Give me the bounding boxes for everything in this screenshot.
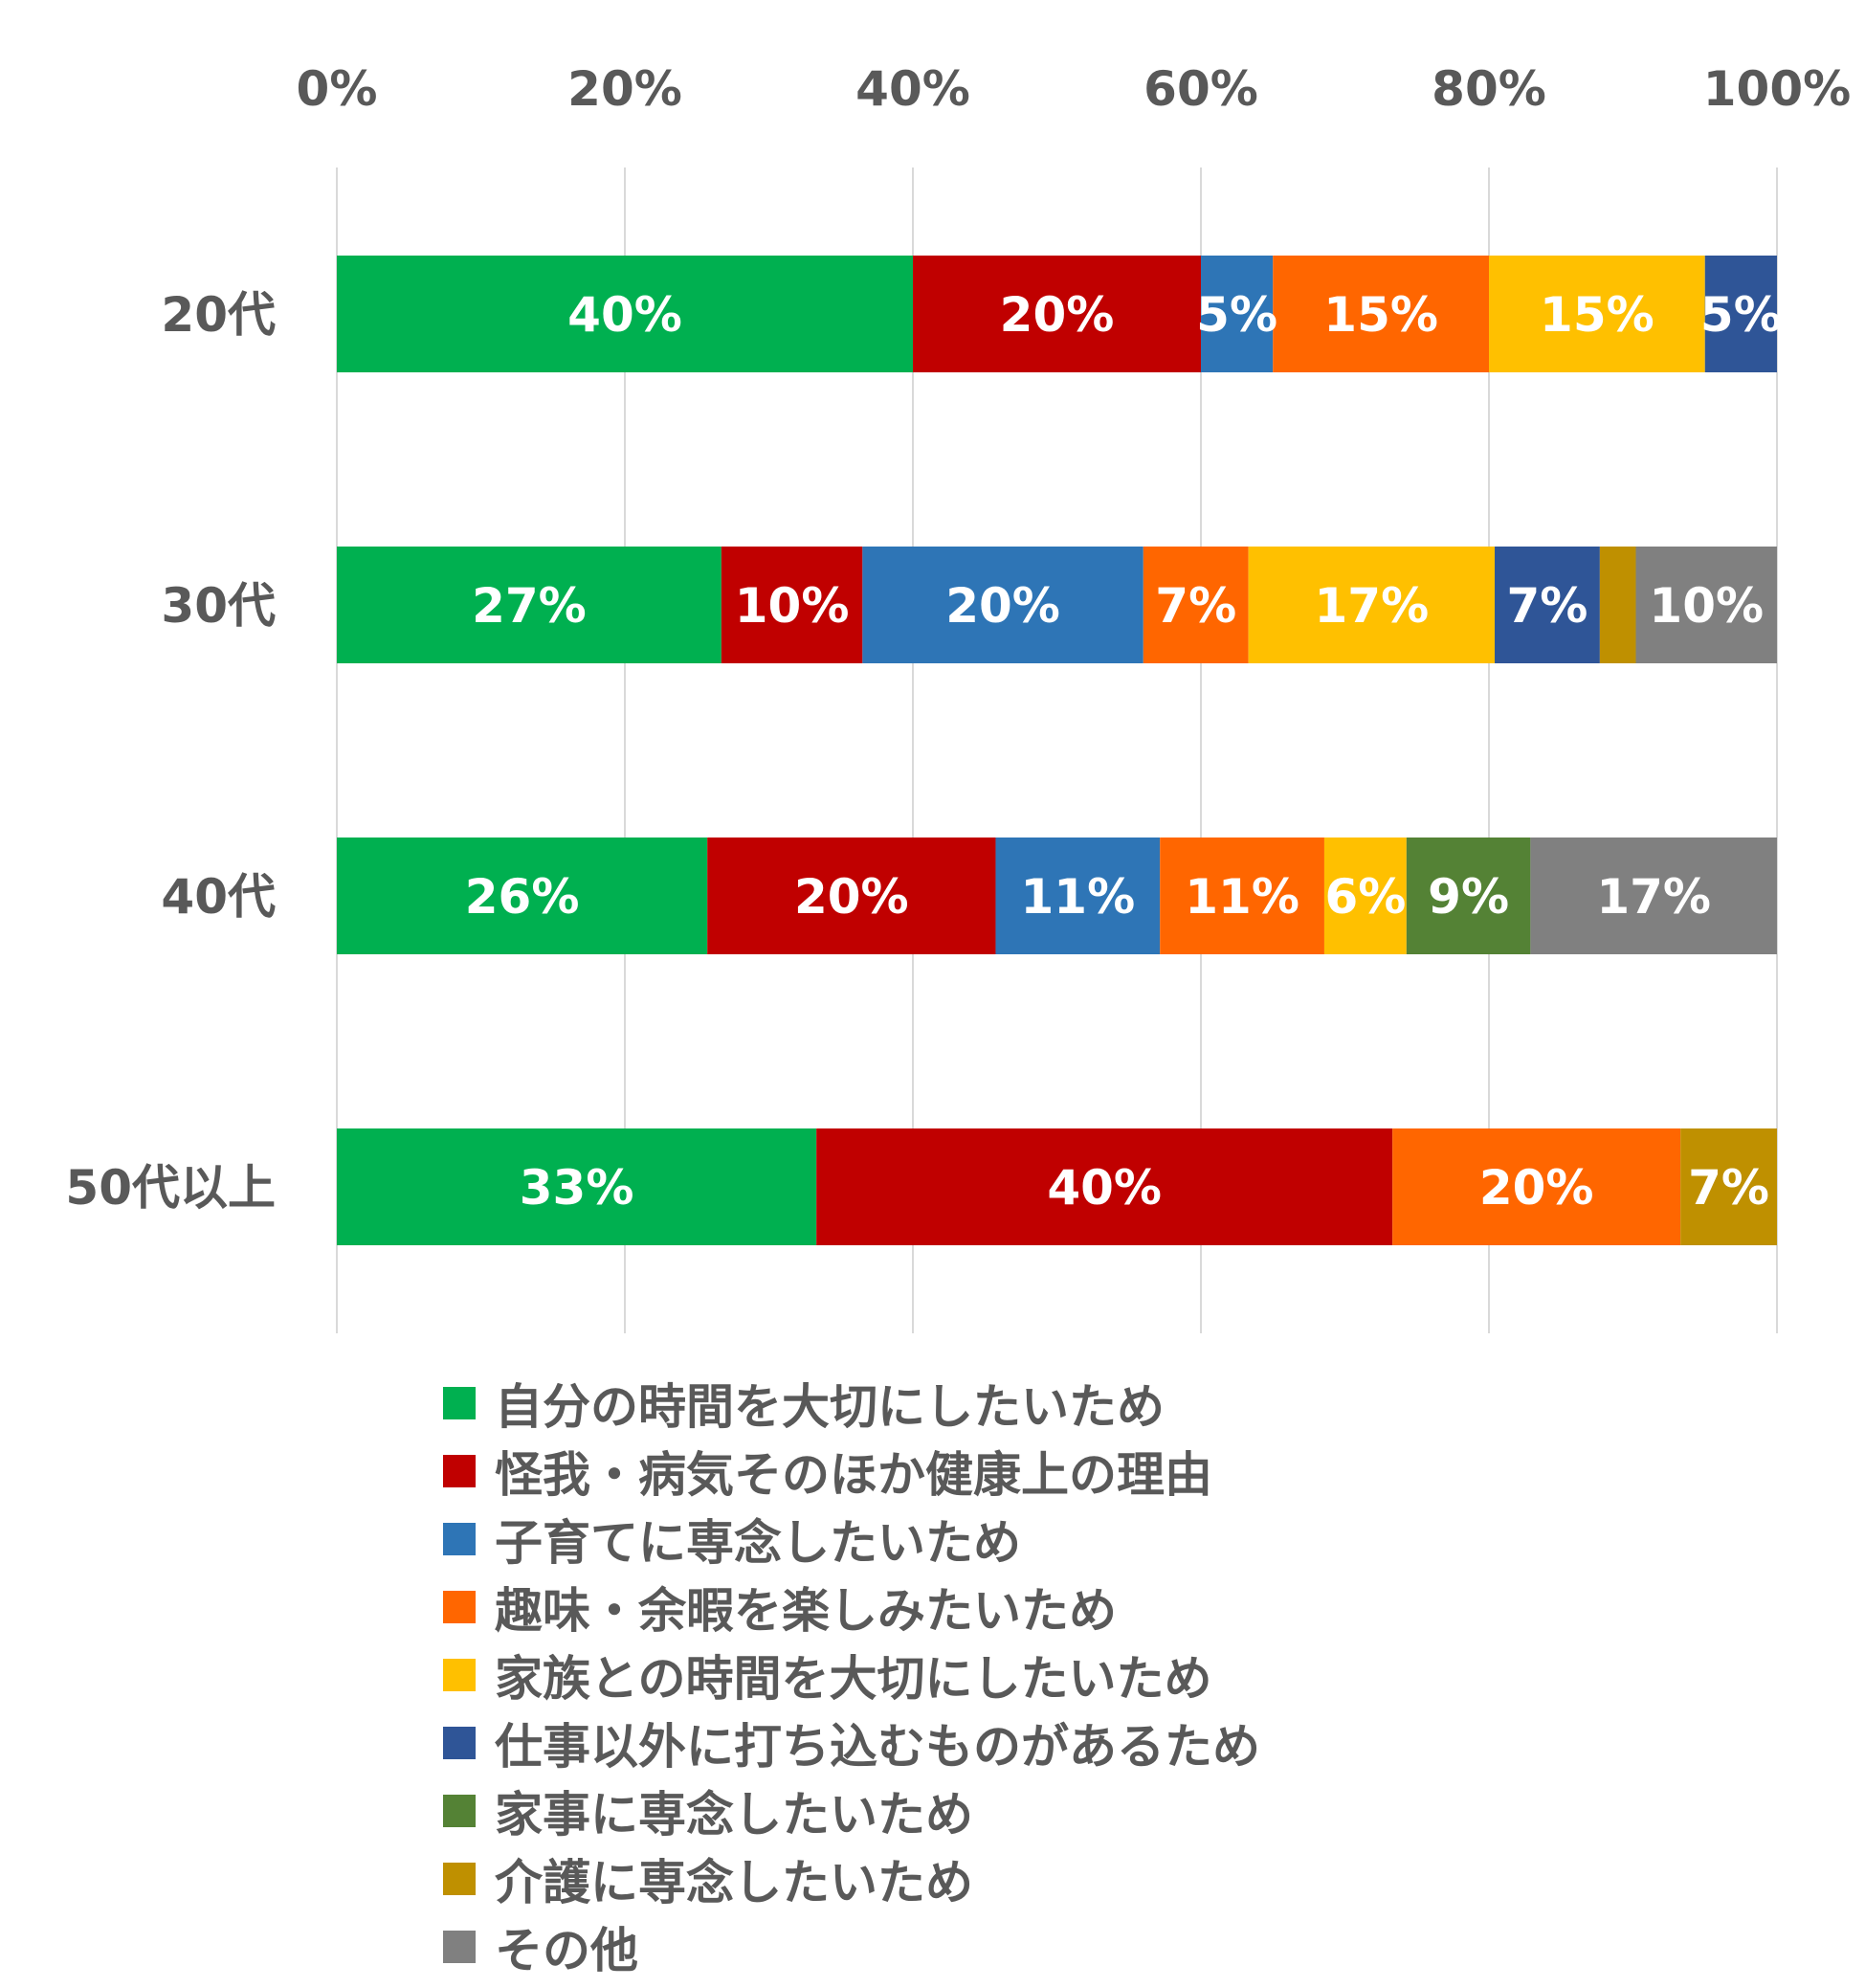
- legend-swatch: [443, 1590, 476, 1623]
- legend-swatch: [443, 1658, 476, 1691]
- data-label: 15%: [1323, 287, 1438, 343]
- bar-segment: [1143, 547, 1249, 663]
- legend-item: 介護に専念したいため: [443, 1844, 1260, 1912]
- data-label: 20%: [1479, 1160, 1594, 1216]
- legend-swatch: [443, 1522, 476, 1555]
- category-labels: 20代 30代 40代 50代以上: [65, 287, 276, 1216]
- legend-label: 怪我・病気そのほか健康上の理由: [495, 1446, 1212, 1503]
- bar-segment: [1489, 256, 1705, 372]
- legend-item: 子育てに専念したいため: [443, 1505, 1260, 1573]
- bar-segment: [1495, 547, 1600, 663]
- data-label: 26%: [465, 869, 580, 925]
- data-label: 6%: [1324, 869, 1406, 925]
- bar-segment: [1248, 547, 1496, 663]
- legend-swatch: [443, 1454, 476, 1487]
- legend-item: 自分の時間を大切にしたいため: [443, 1369, 1260, 1437]
- legend-label: 家族との時間を大切にしたいため: [495, 1650, 1212, 1707]
- legend-swatch: [443, 1794, 476, 1827]
- legend-item: 家族との時間を大切にしたいため: [443, 1641, 1260, 1709]
- x-tick-label: 20%: [567, 61, 682, 117]
- legend-label: 仕事以外に打ち込むものがあるため: [495, 1718, 1260, 1775]
- bar-segment: [1160, 838, 1324, 954]
- legend-label: 自分の時間を大切にしたいため: [495, 1378, 1165, 1435]
- data-label: 10%: [1649, 578, 1764, 634]
- bar-segment: [1323, 838, 1407, 954]
- legend-swatch: [443, 1726, 476, 1759]
- x-tick-label: 100%: [1703, 61, 1851, 117]
- legend-item: 怪我・病気そのほか健康上の理由: [443, 1437, 1260, 1505]
- bar-segment: [1406, 838, 1531, 954]
- category-label: 20代: [161, 287, 276, 343]
- stacked-bar-chart: 0% 20% 40% 60% 80% 100% 20代 30代 40代 50代以上 40% 20%…: [65, 61, 1852, 1333]
- bar-segment: [337, 547, 722, 663]
- data-label: 27%: [472, 578, 587, 634]
- data-label: 7%: [1155, 578, 1236, 634]
- data-label: 10%: [735, 578, 850, 634]
- bar-segment: [1530, 838, 1777, 954]
- bar-segment: [337, 256, 913, 372]
- category-label: 30代: [161, 578, 276, 634]
- data-label: 20%: [1000, 287, 1115, 343]
- category-label: 50代以上: [65, 1160, 276, 1216]
- bar-segment: [1392, 1128, 1681, 1245]
- bar-segment: [1680, 1128, 1777, 1245]
- bar-segment: [1273, 256, 1489, 372]
- data-label: 20%: [794, 869, 909, 925]
- bar-segment: [1599, 547, 1636, 663]
- data-label: 5%: [1700, 287, 1782, 343]
- data-label: 15%: [1540, 287, 1654, 343]
- bar-segment: [1704, 256, 1777, 372]
- legend-swatch: [443, 1862, 476, 1895]
- category-label: 40代: [161, 869, 276, 925]
- legend-swatch: [443, 1386, 476, 1419]
- legend-label: 子育てに専念したいため: [495, 1514, 1021, 1571]
- data-label: 11%: [1021, 869, 1136, 925]
- legend-label: 趣味・余暇を楽しみたいため: [495, 1582, 1117, 1639]
- bar-segments: [337, 256, 1777, 1245]
- data-label: 17%: [1314, 578, 1429, 634]
- data-label: 7%: [1688, 1160, 1769, 1216]
- bar-segment: [862, 547, 1143, 663]
- legend-label: その他: [495, 1922, 638, 1978]
- legend-item: 家事に専念したいため: [443, 1776, 1260, 1844]
- data-label: 40%: [567, 287, 682, 343]
- x-tick-label: 40%: [855, 61, 970, 117]
- x-tick-label: 80%: [1432, 61, 1546, 117]
- bar-segment: [816, 1128, 1393, 1245]
- bar-segment: [337, 1128, 817, 1245]
- data-label: 11%: [1185, 869, 1299, 925]
- bar-segment: [913, 256, 1201, 372]
- bar-segment: [707, 838, 996, 954]
- legend-swatch: [443, 1930, 476, 1963]
- legend-item: 仕事以外に打ち込むものがあるため: [443, 1709, 1260, 1776]
- data-label: 7%: [1507, 578, 1588, 634]
- legend-label: 介護に専念したいため: [495, 1854, 973, 1910]
- x-tick-label: 0%: [297, 61, 378, 117]
- data-labels: 40% 20% 5% 15% 15% 5% 27% 10% 20% 7% 17% 7% 10% 26% 20…: [465, 287, 1782, 1216]
- data-label: 33%: [520, 1160, 634, 1216]
- legend-item: 趣味・余暇を楽しみたいため: [443, 1573, 1260, 1641]
- data-label: 17%: [1596, 869, 1711, 925]
- bar-segment: [995, 838, 1161, 954]
- data-label: 5%: [1196, 287, 1277, 343]
- legend-item: その他: [443, 1912, 1260, 1980]
- data-label: 9%: [1428, 869, 1509, 925]
- bar-segment: [721, 547, 863, 663]
- bar-segment: [337, 838, 708, 954]
- x-tick-label: 60%: [1143, 61, 1258, 117]
- bar-segment: [1201, 256, 1274, 372]
- legend-label: 家事に専念したいため: [495, 1786, 973, 1843]
- legend: 自分の時間を大切にしたいため 怪我・病気そのほか健康上の理由 子育てに専念したいため…: [443, 1369, 1260, 1980]
- data-label: 20%: [945, 578, 1060, 634]
- bar-segment: [1635, 547, 1777, 663]
- data-label: 40%: [1047, 1160, 1162, 1216]
- x-axis-tick-labels: 0% 20% 40% 60% 80% 100%: [297, 61, 1852, 117]
